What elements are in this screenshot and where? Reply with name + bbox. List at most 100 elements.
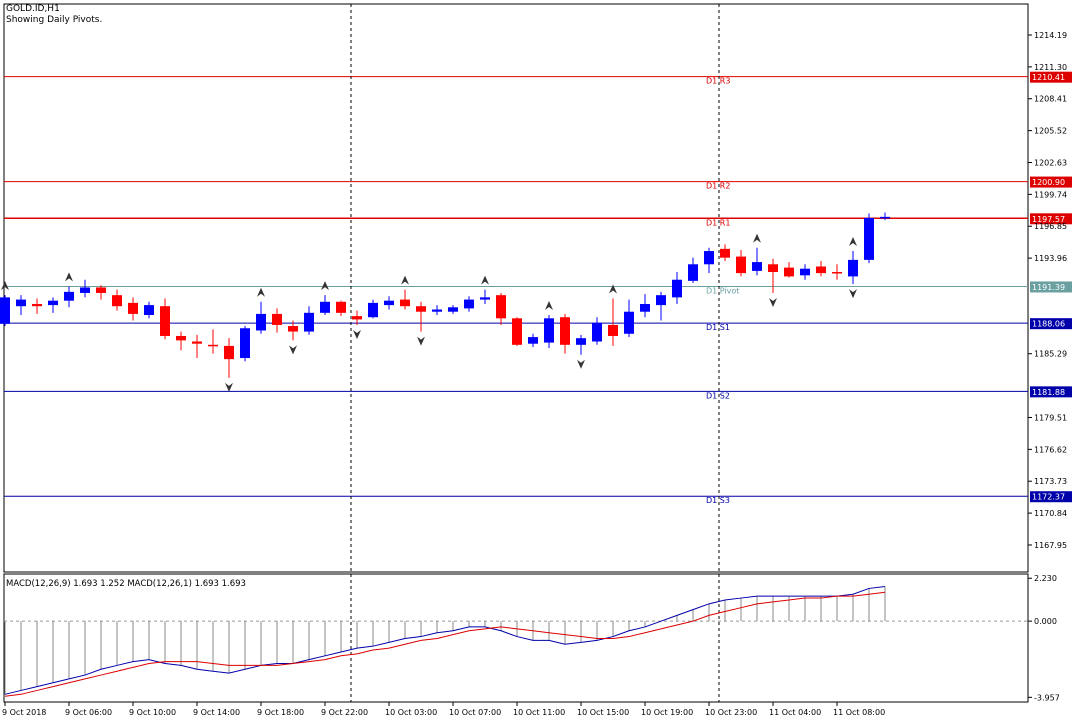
candle-bull [752, 262, 762, 271]
y-axis-tick-label: 1176.62 [1034, 445, 1067, 454]
price-tag-bg [1030, 318, 1072, 330]
candle-bull [656, 295, 666, 306]
x-axis-tick-label: 9 Oct 14:00 [193, 708, 240, 717]
fractal-up-marker [65, 272, 73, 282]
price-tag-label: 1188.06 [1032, 320, 1065, 329]
pivot-line-label: D1 S3 [706, 496, 730, 505]
x-axis-tick-label: 10 Oct 15:00 [577, 708, 629, 717]
candle-bear [176, 335, 186, 341]
candle-bear [512, 318, 522, 345]
candle-bear [720, 248, 730, 258]
candle-bull [576, 338, 586, 345]
x-axis-tick-label: 10 Oct 19:00 [641, 708, 693, 717]
fractal-down-marker [417, 336, 425, 346]
chart-subtitle: Showing Daily Pivots. [6, 15, 103, 25]
candle-bull [240, 328, 250, 359]
y-axis-tick-label: 1205.52 [1034, 127, 1067, 136]
candle-bear [128, 302, 138, 314]
y-axis-tick-label: 1185.29 [1034, 350, 1067, 359]
candle-bear [400, 299, 410, 307]
candle-bull [704, 251, 714, 265]
pivot-line-label: D1 R2 [706, 182, 730, 191]
pivot-line-label: D1 S1 [706, 323, 730, 332]
fractal-up-marker [401, 275, 409, 285]
price-tag-label: 1200.90 [1032, 178, 1065, 187]
price-tag-label: 1181.88 [1032, 388, 1065, 397]
candle-bear [560, 317, 570, 345]
x-axis-tick-label: 9 Oct 18:00 [257, 708, 304, 717]
candle-bull [640, 303, 650, 312]
x-axis-tick-label: 10 Oct 23:00 [705, 708, 757, 717]
candle-bull [256, 313, 266, 331]
candle-bear [784, 267, 794, 277]
x-axis-tick-label: 9 Oct 2018 [2, 708, 46, 717]
price-tag-bg [1030, 176, 1072, 188]
candle-bull [672, 279, 682, 298]
candle-bear [352, 316, 362, 320]
fractal-up-marker [481, 275, 489, 285]
y-axis-tick-label: 1208.41 [1034, 95, 1067, 104]
y-axis-tick-label: 1170.84 [1034, 509, 1067, 518]
fractal-down-marker [225, 382, 233, 392]
price-tag-bg [1030, 213, 1072, 225]
candle-bear [224, 345, 234, 360]
candle-bull [528, 337, 538, 344]
pivot-line-label: D1 R1 [706, 218, 730, 227]
candle-bear [496, 295, 506, 319]
x-axis-tick-label: 10 Oct 03:00 [385, 708, 437, 717]
fractal-down-marker [577, 359, 585, 369]
candle-bear [832, 272, 842, 274]
y-axis-tick-label: 1211.30 [1034, 63, 1067, 72]
pivot-line-label: D1 R3 [706, 77, 730, 86]
candle-bear [112, 295, 122, 307]
candle-bear [208, 344, 218, 347]
x-axis-tick-label: 11 Oct 04:00 [769, 708, 821, 717]
price-tag-label: 1210.41 [1032, 73, 1065, 82]
fractal-up-marker [753, 233, 761, 243]
candle-bull [384, 300, 394, 306]
y-axis-tick-label: 1199.74 [1034, 190, 1067, 199]
candle-bull [64, 291, 74, 301]
fractal-down-marker [849, 289, 857, 299]
candle-bear [160, 306, 170, 336]
fractal-up-marker [545, 301, 553, 311]
pivot-line-label: D1 Pivot [706, 286, 739, 295]
macd-title: MACD(12,26,9) 1.693 1.252 MACD(12,26,1) … [6, 579, 246, 589]
y-axis-tick-label: 1196.85 [1034, 222, 1067, 231]
chart-symbol: GOLD.ID,H1 [6, 4, 60, 14]
candle-bull [48, 300, 58, 306]
y-axis-tick-label: 1179.51 [1034, 413, 1067, 422]
candle-bull [864, 217, 874, 260]
candle-bear [768, 264, 778, 273]
fractal-up-marker [257, 287, 265, 297]
macd-axis-tick-label: 0.000 [1034, 617, 1057, 626]
y-axis-tick-label: 1173.73 [1034, 477, 1067, 486]
macd-axis-tick-label: -3.957 [1034, 693, 1060, 702]
x-axis-tick-label: 11 Oct 08:00 [833, 708, 885, 717]
price-tag-bg [1030, 386, 1072, 398]
candle-bull [432, 309, 442, 312]
candle-bear [608, 324, 618, 336]
candle-bear [272, 313, 282, 325]
price-tag-label: 1197.57 [1032, 215, 1065, 224]
price-tag-bg [1030, 281, 1072, 293]
fractal-up-marker [321, 281, 329, 291]
candle-bear [32, 303, 42, 307]
y-axis-tick-label: 1167.95 [1034, 541, 1067, 550]
pivot-line-label: D1 S2 [706, 391, 730, 400]
x-axis-tick-label: 9 Oct 10:00 [129, 708, 176, 717]
x-axis-tick-label: 9 Oct 22:00 [321, 708, 368, 717]
candle-bull [320, 301, 330, 313]
fractal-down-marker [769, 297, 777, 307]
fractal-up-marker [609, 284, 617, 294]
candle-bull [848, 259, 858, 277]
candle-bull [592, 322, 602, 342]
price-tag-label: 1172.37 [1032, 493, 1065, 502]
candle-bear [336, 301, 346, 313]
candle-bull [800, 268, 810, 276]
x-axis-tick-label: 10 Oct 07:00 [449, 708, 501, 717]
y-axis-tick-label: 1214.19 [1034, 31, 1067, 40]
y-axis-tick-label: 1193.96 [1034, 254, 1067, 263]
candle-bull [544, 318, 554, 343]
